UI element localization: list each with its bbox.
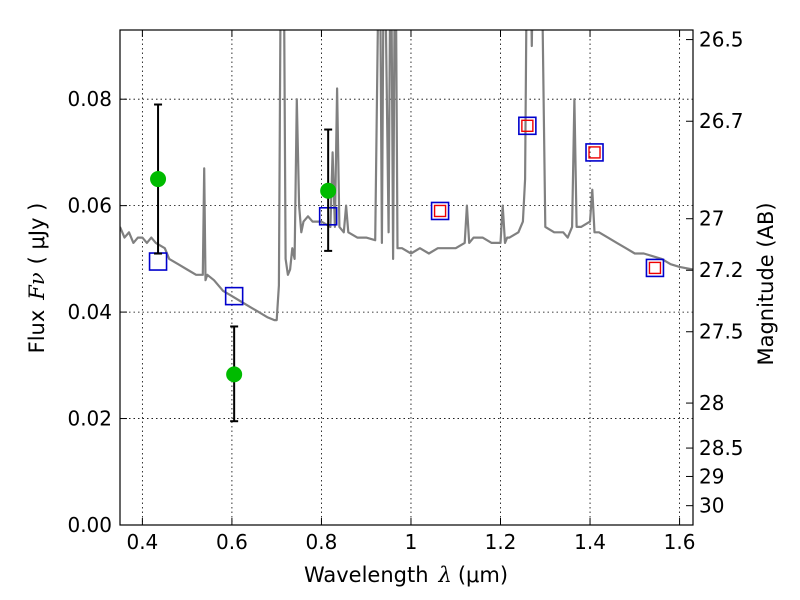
- x-tick-label: 1.2: [485, 530, 517, 554]
- magnitude-tick-label: 27: [699, 207, 724, 231]
- grid: [120, 30, 693, 525]
- x-tick-label: 1: [405, 530, 418, 554]
- model-point-blue: [645, 258, 665, 278]
- ticks: [120, 30, 693, 526]
- x-tick-label: 1.6: [664, 530, 696, 554]
- y-tick-label: 0.04: [67, 300, 112, 324]
- magnitude-tick-label: 30: [699, 494, 724, 518]
- y-tick-label: 0.06: [67, 194, 112, 218]
- plot-frame: [119, 29, 694, 526]
- tick-labels: 0.4 0.6 0.8 1 1.2 1.4 1.6 0.00 0.02 0.04 0.06 0.08 2…: [67, 28, 743, 554]
- model-point-blue: [518, 116, 537, 136]
- magnitude-axis-label: Magnitude (AB): [754, 202, 778, 365]
- magnitude-tick-label: 27.5: [699, 320, 744, 344]
- y-tick-label: 0.02: [67, 407, 112, 431]
- model-point-red: [648, 261, 662, 275]
- model-point-red: [433, 204, 447, 218]
- magnitude-tick-label: 29: [699, 464, 724, 488]
- y-axis-label: FluxFν( μJy ): [25, 203, 49, 354]
- observed-point: [150, 171, 167, 188]
- x-tick-label: 0.6: [216, 530, 248, 554]
- x-tick-label: 1.4: [574, 530, 606, 554]
- y-tick-label: 0.08: [67, 87, 112, 111]
- model-point-blue: [224, 286, 244, 306]
- observed-point: [226, 366, 243, 383]
- magnitude-tick-label: 28: [699, 391, 724, 415]
- model-point-blue: [430, 201, 450, 221]
- magnitude-tick-label: 27.2: [699, 258, 744, 282]
- magnitude-tick-label: 28.5: [699, 436, 744, 460]
- model-point-red: [521, 119, 534, 133]
- y-tick-label: 0.00: [67, 513, 112, 537]
- model-point-red: [588, 146, 601, 159]
- spectrum-line: [120, 30, 693, 322]
- model-point-blue: [585, 143, 604, 162]
- x-tick-label: 0.8: [306, 530, 338, 554]
- magnitude-tick-label: 26.5: [699, 28, 744, 52]
- plot-area: [120, 30, 693, 423]
- x-axis-label: Wavelength λ (μm): [304, 563, 508, 587]
- x-tick-label: 0.4: [126, 530, 158, 554]
- observed-point: [320, 182, 337, 199]
- magnitude-tick-label: 26.7: [699, 109, 744, 133]
